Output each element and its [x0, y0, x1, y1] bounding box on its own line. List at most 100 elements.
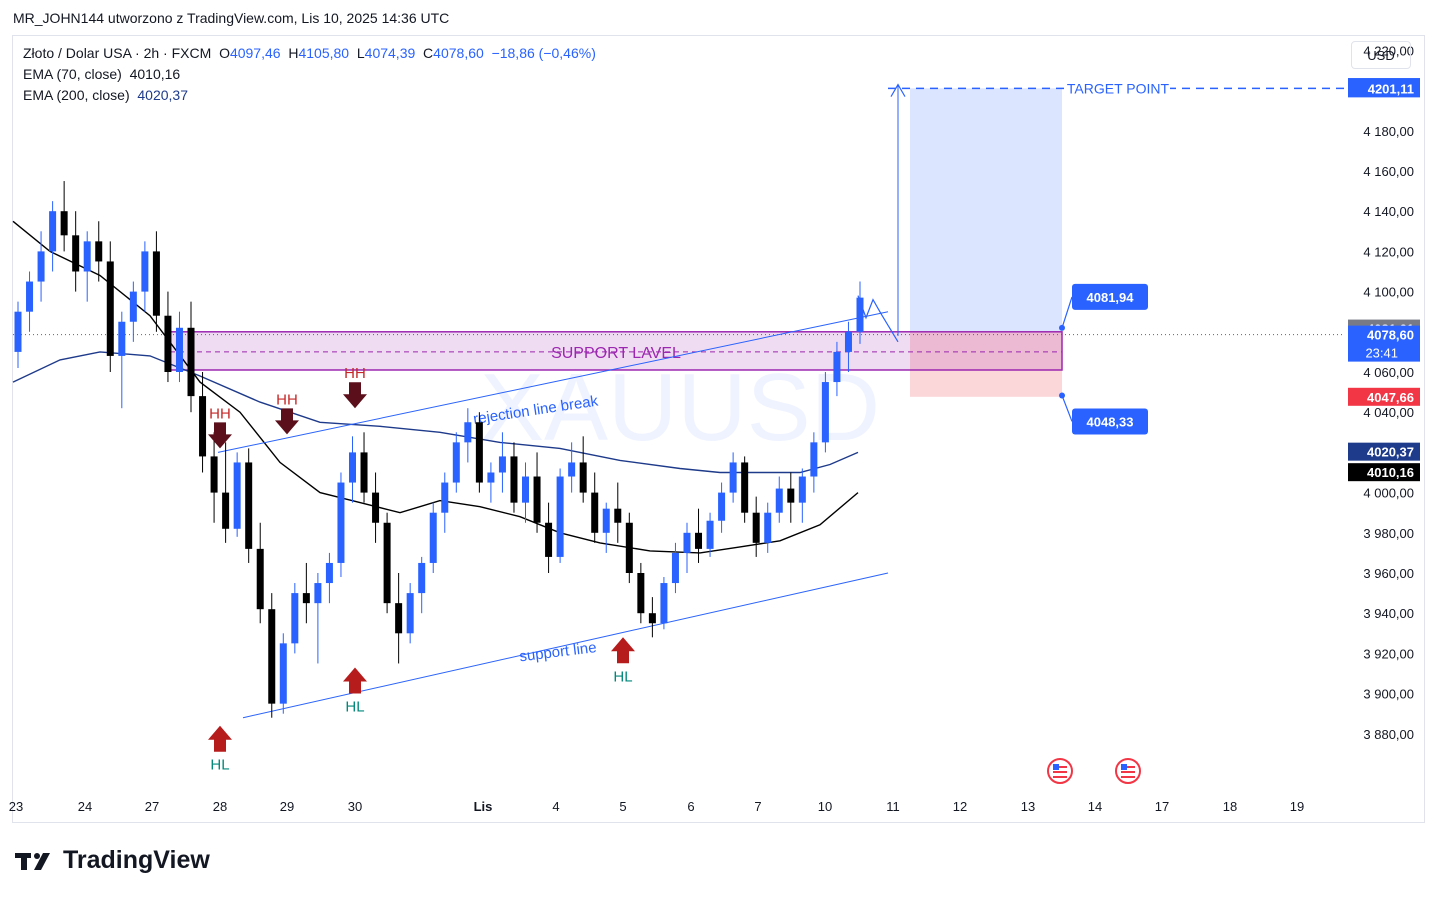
- ema70-value: 4010,16: [129, 66, 181, 82]
- candle-body: [164, 315, 172, 372]
- rejection-line: [217, 311, 889, 453]
- candle-body: [625, 522, 633, 573]
- price-tick-label: 4 060,00: [1363, 365, 1414, 380]
- swing-markers: HH HH HH HL HL HL: [208, 365, 635, 774]
- event-icons[interactable]: [1047, 758, 1141, 784]
- hl-arrow: [208, 725, 232, 752]
- candle-body: [210, 456, 218, 493]
- ohlc-legend[interactable]: Złoto / Dolar USA · 2h · FXCM O4097,46 H…: [23, 45, 596, 61]
- callout-value: 4048,33: [1087, 414, 1134, 429]
- candle-body: [856, 297, 864, 332]
- tradingview-logo[interactable]: TradingView: [15, 846, 210, 875]
- time-axis[interactable]: 23 24 27 28 29 30 Lis 4 5 6 7 10 11 12 13 14 17 18 19: [9, 799, 1304, 814]
- ema200-legend[interactable]: EMA (200, close) 4020,37: [23, 87, 188, 103]
- candle-body: [372, 492, 380, 523]
- price-tag-countdown: 23:41: [1365, 346, 1398, 361]
- time-tick-label: 13: [1021, 799, 1035, 814]
- high-label: H: [288, 45, 299, 61]
- time-tick-label: 4: [552, 799, 559, 814]
- us-flag-stripe: [1121, 771, 1135, 773]
- position-zones[interactable]: SUPPORT LAVEL TARGET POINT 4081,94 4048,33: [169, 78, 1345, 435]
- candle-body: [268, 609, 276, 704]
- candle-body: [291, 593, 299, 644]
- time-tick-label: 6: [687, 799, 694, 814]
- candle-body: [256, 548, 264, 610]
- tradingview-logo-icon: [15, 850, 57, 872]
- price-tick-label: 4 000,00: [1363, 486, 1414, 501]
- callout-dot: [1059, 392, 1065, 399]
- time-tick-label: 12: [953, 799, 967, 814]
- candle-body: [406, 593, 414, 634]
- candle-body: [833, 351, 841, 383]
- price-tick-label: 4 140,00: [1363, 204, 1414, 219]
- candle-body: [533, 476, 541, 523]
- candle-body: [787, 488, 795, 503]
- price-axis[interactable]: 4 220,00 4 180,00 4 160,00 4 140,00 4 120,00…: [1348, 43, 1420, 742]
- candle-body: [129, 291, 137, 322]
- candle-body: [118, 321, 126, 356]
- close-label: C: [423, 45, 434, 61]
- callout-box: [1072, 283, 1148, 310]
- support-line-label: support line: [518, 639, 597, 665]
- hl-label: HL: [613, 668, 632, 685]
- candle-body: [26, 281, 34, 312]
- currency-button[interactable]: USD: [1351, 41, 1411, 69]
- candle-body: [83, 241, 91, 272]
- candle-body: [487, 472, 495, 483]
- time-tick-label: 29: [280, 799, 294, 814]
- hl-arrow: [611, 637, 635, 664]
- us-flag-stripe: [1121, 766, 1135, 768]
- candle-body: [821, 382, 829, 443]
- price-tag-value: 4201,11: [1368, 81, 1414, 96]
- time-tick-label: 27: [145, 799, 159, 814]
- us-flag-canton: [1053, 764, 1059, 770]
- candle-body: [325, 562, 333, 584]
- candle-body: [337, 482, 345, 563]
- candle-body: [671, 552, 679, 584]
- candle-body: [302, 593, 310, 604]
- candle-body: [844, 331, 852, 352]
- price-tag-value: 4010,16: [1367, 465, 1414, 480]
- candle-body: [648, 613, 656, 624]
- target-label-bg: [1066, 78, 1170, 97]
- candle-body: [187, 327, 195, 397]
- price-tick-label: 4 180,00: [1363, 124, 1414, 139]
- candle-body: [464, 422, 472, 443]
- candle-body: [152, 251, 160, 316]
- price-tick-label: 3 920,00: [1363, 646, 1414, 661]
- candle-body: [545, 522, 553, 557]
- time-tick-label: 5: [619, 799, 626, 814]
- chart-attribution: MR_JOHN144 utworzono z TradingView.com, …: [13, 10, 450, 26]
- hh-label: HH: [209, 405, 231, 422]
- open-value: 4097,46: [229, 45, 281, 61]
- hh-label: HH: [276, 391, 298, 408]
- candle-body: [706, 520, 714, 549]
- callout-pointer: [1061, 296, 1073, 329]
- price-tag-value: 4078,60: [1367, 328, 1414, 343]
- ema70-legend[interactable]: EMA (70, close) 4010,16: [23, 66, 180, 82]
- support-zone: [169, 331, 1063, 371]
- time-tick-label: Lis: [474, 799, 493, 814]
- time-tick-label: 14: [1088, 799, 1102, 814]
- price-tick-label: 4 220,00: [1363, 43, 1414, 58]
- candle-body: [718, 492, 726, 521]
- hl-label: HL: [210, 757, 229, 774]
- candle-body: [314, 583, 322, 604]
- ema70-label: EMA (70, close): [23, 66, 122, 82]
- hl-label: HL: [345, 698, 364, 715]
- target-label: TARGET POINT: [1067, 80, 1170, 96]
- candle-body: [106, 261, 114, 356]
- candle-body: [475, 422, 483, 483]
- candle-body: [498, 456, 506, 473]
- candle-body: [660, 583, 668, 624]
- brand-name: TradingView: [63, 846, 210, 874]
- price-tag: [1348, 387, 1420, 406]
- candle-body: [441, 482, 449, 513]
- price-tag-value: 4047,66: [1367, 390, 1414, 405]
- time-tick-label: 10: [818, 799, 832, 814]
- hh-arrow: [208, 422, 232, 449]
- time-tick-label: 24: [78, 799, 92, 814]
- candle-body: [14, 311, 22, 352]
- time-tick-label: 17: [1155, 799, 1169, 814]
